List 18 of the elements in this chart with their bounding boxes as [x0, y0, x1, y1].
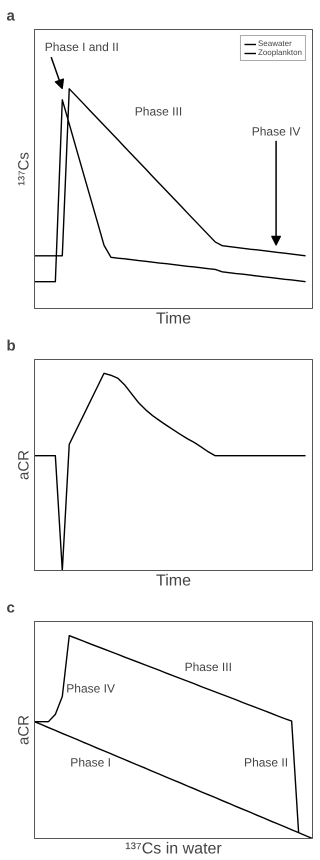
- x-axis-title: Time: [156, 310, 192, 328]
- y-axis-title: aCR: [16, 714, 32, 746]
- annotation: Phase III: [134, 104, 182, 119]
- chart-title: c: [6, 600, 15, 616]
- legend-label: Seawater: [258, 39, 292, 48]
- y-axis-title: ¹³⁷Cs: [16, 152, 32, 186]
- x-axis-title: ¹³⁷Cs in water: [125, 840, 222, 858]
- chart-title: b: [6, 338, 16, 354]
- annotation: Phase I: [70, 756, 112, 770]
- annotation: Phase IV: [252, 124, 300, 138]
- text: Phase I and II: [44, 40, 119, 54]
- annotation: Phase III: [184, 660, 232, 674]
- annotation: Phase IV: [66, 681, 116, 696]
- y-axis-title: aCR: [16, 450, 32, 480]
- legend-label: Zooplankton: [258, 48, 302, 57]
- x-axis-title: Time: [156, 572, 192, 590]
- chart-title: a: [6, 8, 16, 24]
- annotation: Phase II: [244, 756, 288, 770]
